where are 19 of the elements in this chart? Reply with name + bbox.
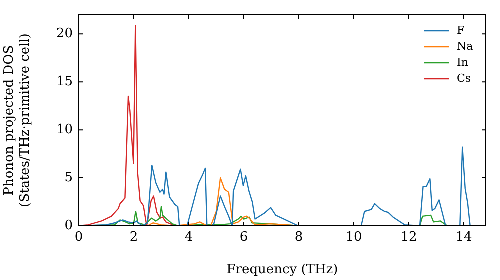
x-tick-label: 10 bbox=[346, 230, 362, 246]
y-tick-label: 0 bbox=[64, 218, 73, 234]
x-tick-label: 6 bbox=[240, 230, 248, 246]
y-tick-label: 5 bbox=[64, 170, 73, 186]
legend-label: In bbox=[457, 56, 468, 69]
y-tick-label: 15 bbox=[56, 74, 73, 90]
x-tick-label: 12 bbox=[400, 230, 418, 246]
legend-label: Cs bbox=[457, 72, 472, 85]
y-tick-label: 20 bbox=[56, 26, 73, 42]
legend-label: F bbox=[457, 24, 465, 37]
x-tick-label: 4 bbox=[184, 230, 194, 246]
x-axis-title: Frequency (THz) bbox=[226, 262, 338, 278]
y-tick-label: 10 bbox=[56, 122, 73, 138]
y-axis-title: Phonon projected DOS (States/THz·primitive cell) bbox=[2, 33, 33, 208]
x-tick-label: 0 bbox=[74, 230, 84, 246]
x-tick-label: 2 bbox=[130, 230, 138, 246]
legend-label: Na bbox=[457, 40, 474, 53]
x-tick-label: 8 bbox=[294, 230, 304, 246]
x-tick-label: 14 bbox=[456, 230, 472, 246]
